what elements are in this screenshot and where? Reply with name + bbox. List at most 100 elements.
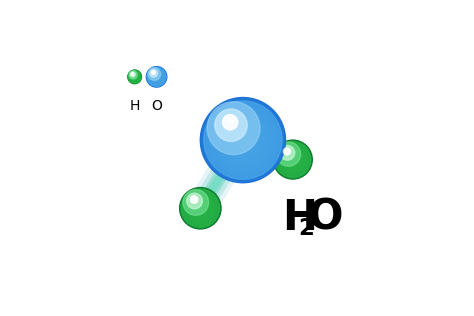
- Circle shape: [154, 74, 160, 81]
- Circle shape: [132, 74, 138, 80]
- Circle shape: [131, 73, 139, 81]
- Circle shape: [201, 98, 285, 183]
- Circle shape: [146, 67, 167, 87]
- Circle shape: [156, 77, 157, 78]
- Circle shape: [286, 149, 289, 152]
- Circle shape: [196, 204, 206, 215]
- Circle shape: [185, 193, 216, 224]
- Circle shape: [193, 197, 196, 200]
- Circle shape: [130, 72, 140, 82]
- Circle shape: [182, 189, 219, 228]
- Circle shape: [130, 72, 136, 77]
- Circle shape: [198, 206, 204, 213]
- Circle shape: [281, 148, 306, 173]
- Circle shape: [210, 107, 277, 175]
- Circle shape: [131, 73, 138, 81]
- Circle shape: [130, 72, 139, 82]
- Circle shape: [278, 145, 308, 175]
- Circle shape: [148, 68, 161, 80]
- Text: O: O: [308, 197, 344, 239]
- Circle shape: [134, 76, 136, 78]
- Circle shape: [200, 208, 203, 211]
- Circle shape: [290, 157, 298, 165]
- Circle shape: [151, 71, 163, 83]
- Circle shape: [131, 74, 138, 81]
- Circle shape: [225, 123, 263, 161]
- Circle shape: [289, 156, 298, 166]
- Circle shape: [280, 145, 295, 160]
- Circle shape: [202, 99, 284, 181]
- Circle shape: [234, 132, 255, 153]
- Circle shape: [204, 101, 283, 179]
- Circle shape: [190, 198, 211, 220]
- Circle shape: [197, 205, 205, 214]
- Circle shape: [227, 125, 261, 159]
- Circle shape: [277, 143, 310, 176]
- Circle shape: [148, 68, 165, 86]
- Circle shape: [199, 207, 204, 212]
- Text: H: H: [129, 99, 140, 113]
- Circle shape: [152, 71, 155, 74]
- Circle shape: [189, 198, 212, 221]
- Circle shape: [147, 67, 166, 87]
- Circle shape: [153, 74, 161, 81]
- Circle shape: [211, 109, 276, 173]
- Circle shape: [183, 191, 218, 226]
- Circle shape: [147, 67, 166, 86]
- Circle shape: [193, 202, 209, 217]
- Circle shape: [193, 201, 209, 217]
- Circle shape: [240, 138, 250, 148]
- Circle shape: [283, 149, 304, 171]
- Circle shape: [155, 76, 159, 79]
- Circle shape: [153, 73, 161, 82]
- Circle shape: [275, 142, 311, 178]
- Circle shape: [222, 115, 238, 130]
- Circle shape: [134, 76, 137, 79]
- Circle shape: [241, 140, 248, 147]
- Circle shape: [195, 204, 207, 215]
- Circle shape: [180, 188, 221, 229]
- Circle shape: [132, 73, 133, 74]
- Circle shape: [277, 144, 309, 175]
- Circle shape: [191, 196, 198, 203]
- Circle shape: [152, 73, 161, 82]
- Circle shape: [273, 140, 312, 179]
- Circle shape: [222, 120, 266, 164]
- Circle shape: [129, 71, 141, 83]
- Circle shape: [151, 71, 163, 83]
- Circle shape: [229, 127, 260, 158]
- Circle shape: [129, 71, 140, 83]
- Circle shape: [218, 116, 269, 167]
- Circle shape: [231, 129, 258, 156]
- Circle shape: [187, 195, 215, 223]
- Circle shape: [293, 160, 294, 162]
- Circle shape: [201, 98, 285, 183]
- Circle shape: [274, 141, 311, 178]
- Circle shape: [150, 70, 164, 84]
- Circle shape: [276, 143, 310, 177]
- Circle shape: [156, 76, 158, 79]
- Circle shape: [132, 75, 137, 80]
- Circle shape: [283, 148, 291, 155]
- Circle shape: [133, 75, 137, 79]
- Circle shape: [146, 67, 167, 87]
- Circle shape: [188, 196, 214, 222]
- Circle shape: [134, 76, 136, 78]
- Circle shape: [149, 69, 164, 85]
- Text: O: O: [151, 99, 162, 113]
- Circle shape: [152, 72, 162, 82]
- Circle shape: [132, 74, 138, 80]
- Circle shape: [286, 153, 301, 168]
- Circle shape: [188, 197, 213, 221]
- Circle shape: [280, 147, 306, 173]
- Circle shape: [129, 72, 140, 82]
- Text: 2: 2: [299, 217, 314, 240]
- Circle shape: [183, 190, 209, 215]
- Circle shape: [187, 193, 202, 209]
- Circle shape: [191, 199, 211, 219]
- Circle shape: [208, 105, 279, 176]
- Circle shape: [150, 70, 163, 84]
- Circle shape: [291, 158, 297, 164]
- Circle shape: [128, 70, 141, 84]
- Circle shape: [184, 192, 217, 225]
